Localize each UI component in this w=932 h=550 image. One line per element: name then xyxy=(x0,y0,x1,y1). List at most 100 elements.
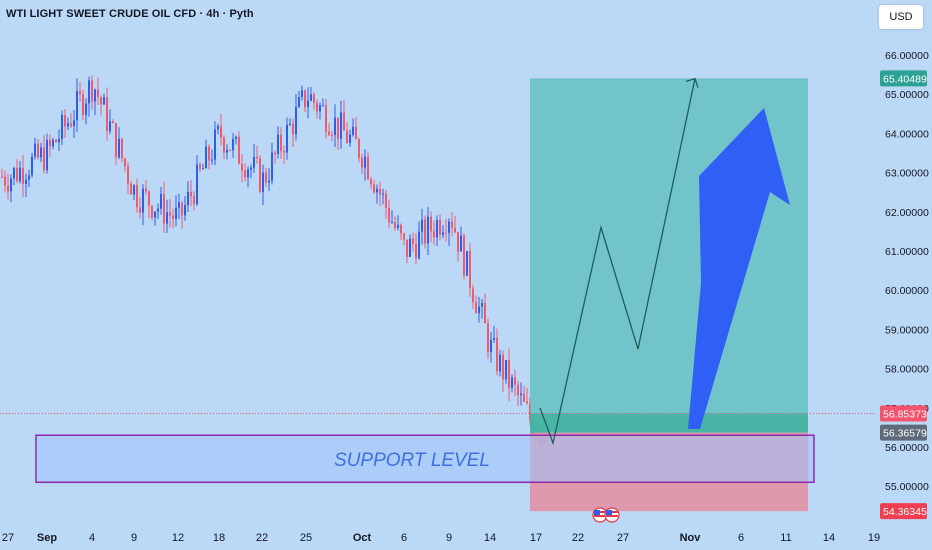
candle-body xyxy=(277,134,279,154)
time-axis[interactable]: 27 Sep 4 9 12 18 22 25 Oct 6 9 14 17 22 27 Nov 6 11 14 19 xyxy=(2,532,880,544)
candle-body xyxy=(457,232,459,252)
candle-body xyxy=(331,134,333,136)
current-price-tag-text: 56.85373 xyxy=(883,409,927,421)
price-tick-label: 64.00000 xyxy=(885,128,929,140)
candle-body xyxy=(43,147,45,171)
candle-body xyxy=(517,384,519,396)
candle-body xyxy=(208,146,210,161)
time-tick-label: 22 xyxy=(256,532,268,544)
time-tick-label: 25 xyxy=(300,532,312,544)
candle-body xyxy=(496,337,498,372)
candle-body xyxy=(52,139,54,147)
candle-body xyxy=(49,140,51,147)
candle-body xyxy=(67,123,69,127)
candle-body xyxy=(400,224,402,234)
candle-body xyxy=(526,401,528,404)
candle-body xyxy=(307,100,309,108)
time-tick-label: 9 xyxy=(131,532,137,544)
price-tick-label: 63.00000 xyxy=(885,168,929,180)
candle-body xyxy=(499,354,501,372)
candle-body xyxy=(433,231,435,238)
currency-button[interactable]: USD xyxy=(879,5,923,29)
candle-body xyxy=(226,149,228,153)
candle-body xyxy=(490,339,492,353)
candle-body xyxy=(523,393,525,402)
time-tick-label: 17 xyxy=(530,532,542,544)
stop-price-tag xyxy=(880,503,927,520)
candle-body xyxy=(271,152,273,181)
candle-body xyxy=(163,194,165,224)
time-tick-label: 6 xyxy=(401,532,407,544)
candle-body xyxy=(487,323,489,353)
price-tick-label: 56.00000 xyxy=(885,442,929,454)
candle-body xyxy=(1,176,3,178)
candle-body xyxy=(286,124,288,153)
candle-body xyxy=(250,167,252,170)
candle-body xyxy=(217,125,219,130)
candle-body xyxy=(88,80,90,104)
candle-body xyxy=(322,105,324,107)
candle-body xyxy=(418,231,420,259)
time-tick-label: 22 xyxy=(572,532,584,544)
bullish-arrow[interactable] xyxy=(688,108,790,429)
candle-body xyxy=(19,167,21,182)
time-tick-label: Oct xyxy=(353,532,372,544)
candle-body xyxy=(406,239,408,257)
candle-body xyxy=(97,89,99,98)
candle-body xyxy=(472,288,474,303)
support-zone[interactable] xyxy=(35,434,815,484)
candle-body xyxy=(118,138,120,158)
candle-body xyxy=(181,202,183,216)
price-tick-label: 55.00000 xyxy=(885,481,929,493)
candle-body xyxy=(73,120,75,127)
us-flag-icon[interactable] xyxy=(592,507,620,523)
candle-body xyxy=(373,184,375,193)
time-tick-label: Nov xyxy=(680,532,702,544)
candle-body xyxy=(379,188,381,195)
candle-body xyxy=(199,164,201,170)
candle-body xyxy=(274,152,276,154)
candle-body xyxy=(301,90,303,98)
candle-body xyxy=(493,337,495,340)
candle-body xyxy=(364,156,366,168)
candle-body xyxy=(304,90,306,108)
candle-body xyxy=(172,215,174,219)
candle-body xyxy=(205,146,207,169)
candle-body xyxy=(295,106,297,135)
candle-body xyxy=(376,188,378,193)
candle-body xyxy=(151,205,153,218)
candle-body xyxy=(193,196,195,204)
candle-body xyxy=(481,303,483,307)
candle-body xyxy=(10,178,12,192)
candle-body xyxy=(139,207,141,213)
candle-body xyxy=(91,80,93,102)
candle-body xyxy=(412,238,414,245)
candle-body xyxy=(514,377,516,385)
candle-body xyxy=(46,140,48,171)
candle-body xyxy=(202,168,204,170)
candle-body xyxy=(346,130,348,143)
candle-body xyxy=(85,103,87,115)
candle-body xyxy=(382,193,384,195)
candle-body xyxy=(7,185,9,192)
candle-body xyxy=(262,172,264,192)
candle-body xyxy=(229,149,231,151)
candle-body xyxy=(460,235,462,252)
stop-price-tag-text: 54.36345 xyxy=(883,506,927,518)
candle-body xyxy=(157,208,159,212)
target-price-tag xyxy=(880,70,927,87)
candle-body xyxy=(28,175,30,180)
candle-body xyxy=(4,176,6,186)
time-tick-label: 19 xyxy=(868,532,880,544)
candle-body xyxy=(133,185,135,195)
projection-path[interactable] xyxy=(539,78,696,446)
time-tick-label: 27 xyxy=(2,532,14,544)
candle-body xyxy=(334,117,336,135)
candle-body xyxy=(502,354,504,380)
candle-body xyxy=(214,129,216,160)
candle-body xyxy=(391,222,393,224)
price-tags: 65.40489 56.85373 56.36579 54.36345 xyxy=(880,70,927,520)
candle-body xyxy=(454,227,456,233)
candle-body xyxy=(511,377,513,388)
